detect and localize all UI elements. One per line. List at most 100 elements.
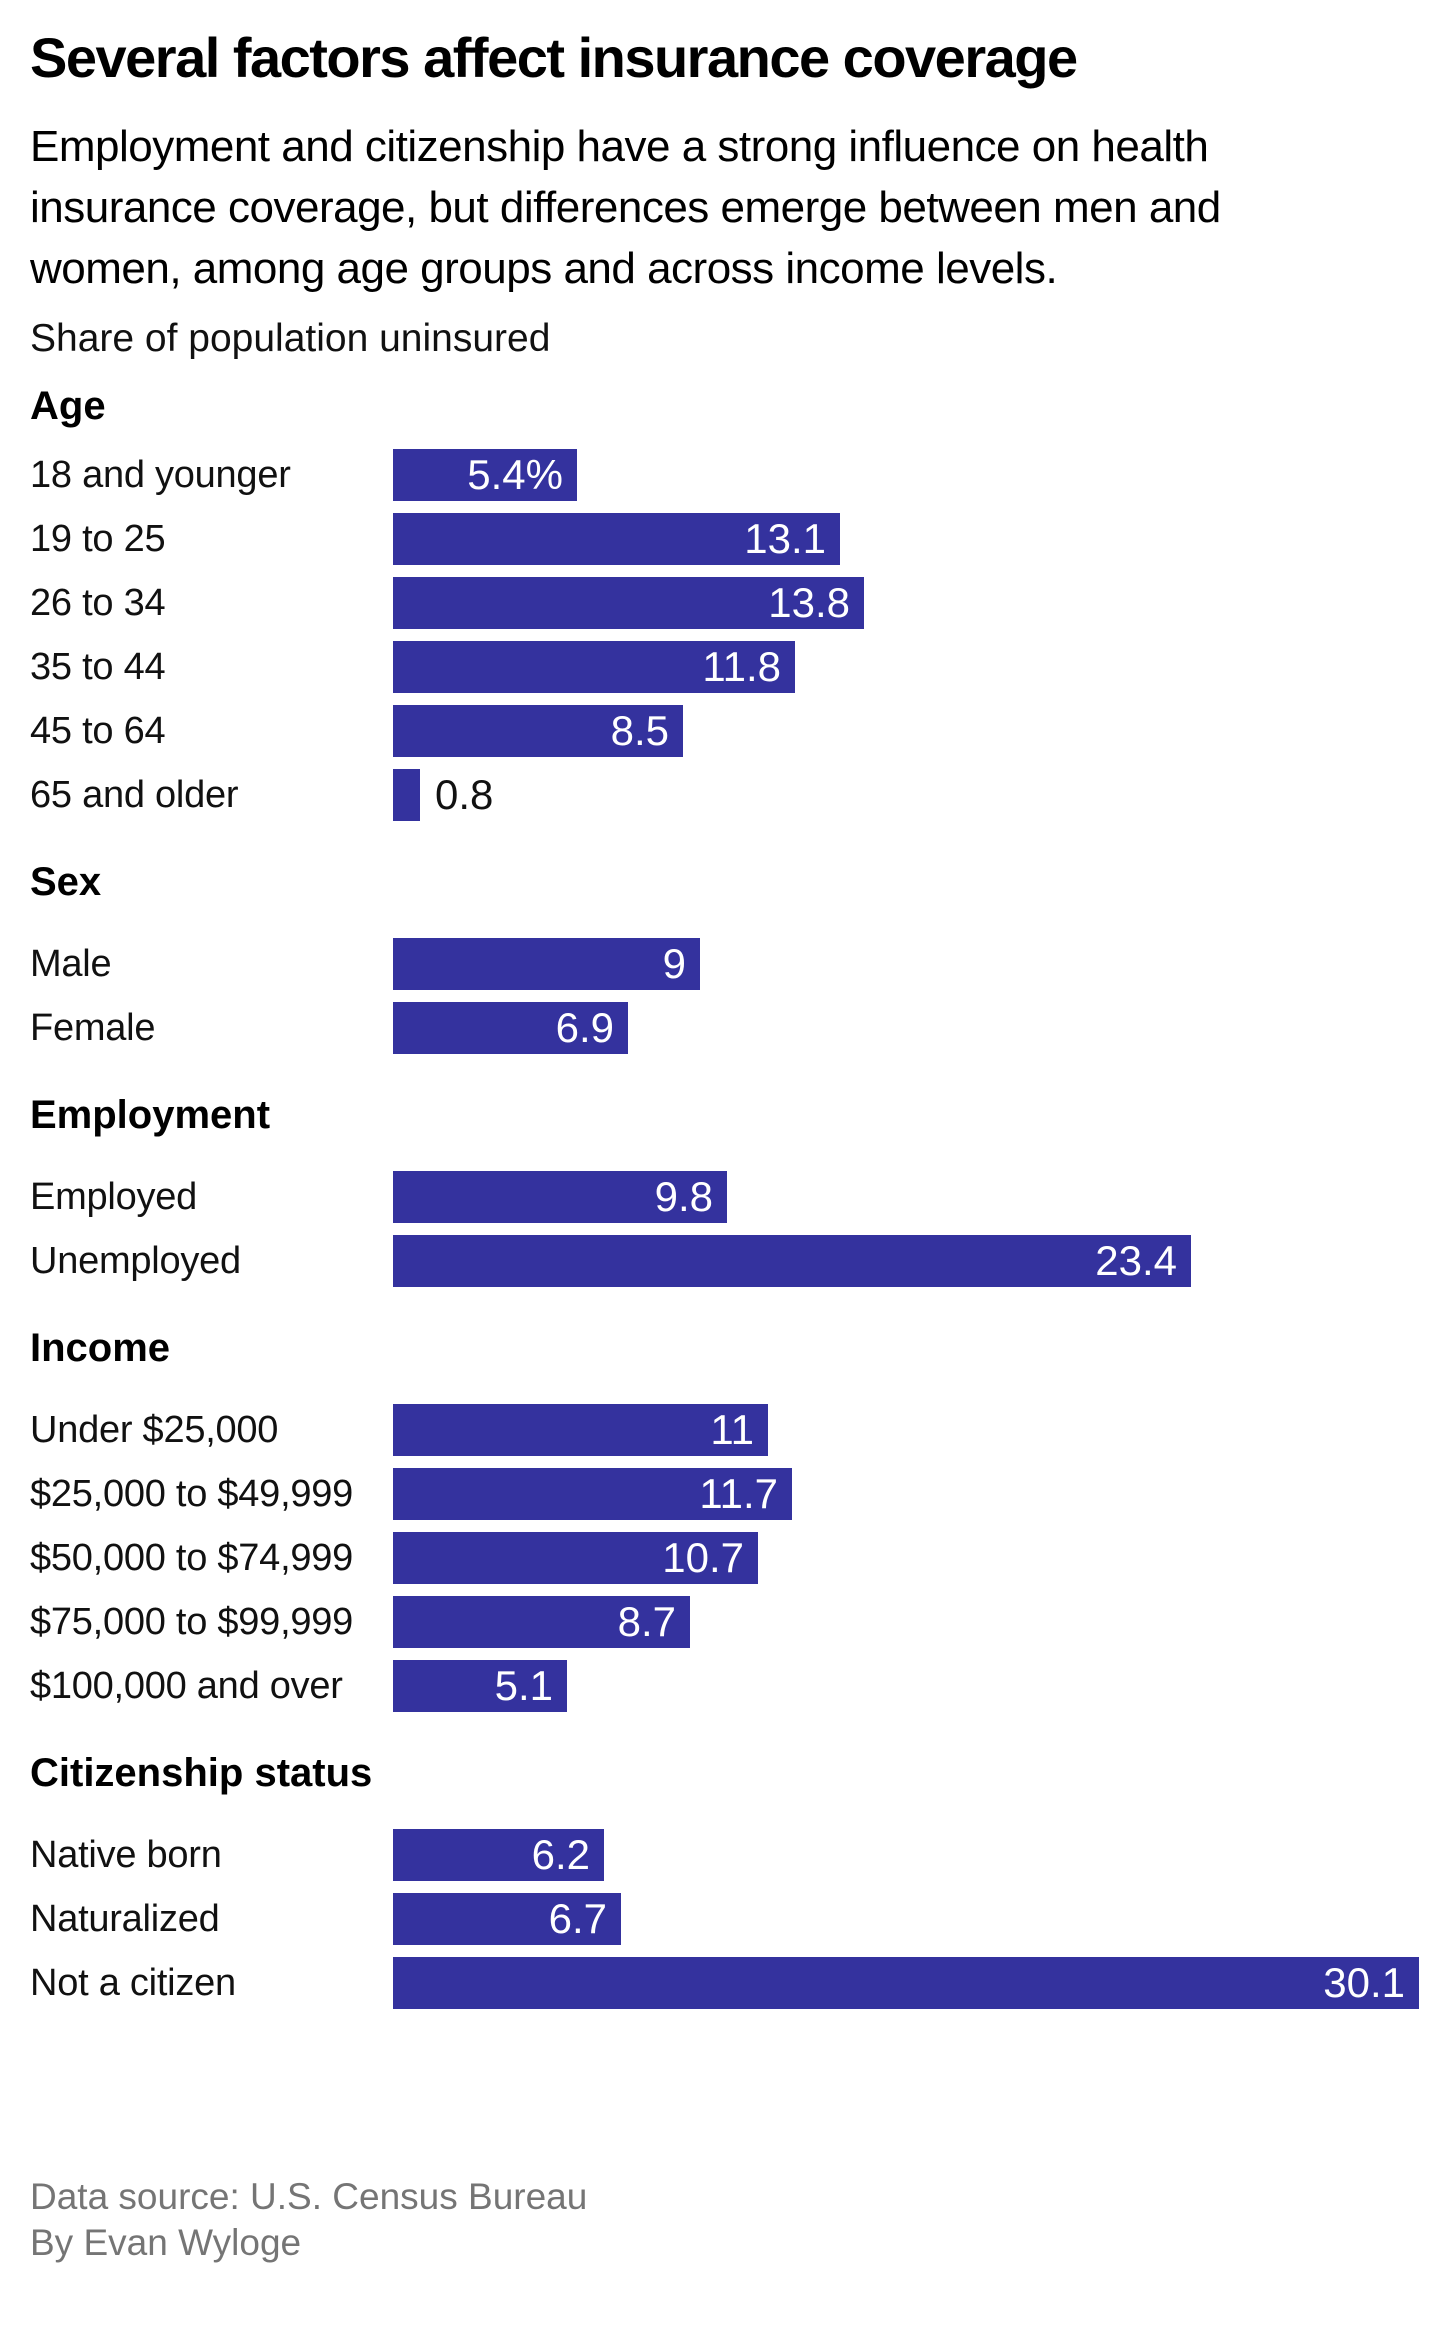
bar-value-label: 6.2	[531, 1831, 590, 1878]
page-title: Several factors affect insurance coverag…	[30, 26, 1078, 89]
row-label: 18 and younger	[30, 454, 291, 496]
row-label: $75,000 to $99,999	[30, 1601, 354, 1643]
bar-value-label-outside: 0.8	[435, 771, 494, 818]
section-header: Employment	[30, 1093, 271, 1137]
bar: 9	[393, 938, 700, 990]
chart-section: Age 18 and younger 5.4% 19 to 25 13.1 26…	[30, 381, 1425, 821]
section-rows: Native born 6.2 Naturalized 6.7 Not a ci…	[30, 1829, 1425, 2009]
bar-value-label: 13.8	[768, 579, 850, 626]
bar-zone: 10.7	[393, 1532, 1425, 1584]
section-rows: Male 9 Female 6.9	[30, 938, 1425, 1054]
bar-zone: 11	[393, 1404, 1425, 1456]
row-label: Naturalized	[30, 1898, 220, 1940]
section-header: Age	[30, 384, 106, 428]
bar: 23.4	[393, 1235, 1191, 1287]
bar: 13.8	[393, 577, 864, 629]
bar-row: 26 to 34 13.8	[30, 577, 1425, 629]
bar-value-label: 5.1	[494, 1662, 553, 1709]
row-label: 35 to 44	[30, 646, 166, 688]
row-label: Native born	[30, 1834, 222, 1876]
row-label: 45 to 64	[30, 710, 166, 752]
bar-zone: 13.1	[393, 513, 1425, 565]
bar-row: Naturalized 6.7	[30, 1893, 1425, 1945]
section-rows: Under $25,000 11 $25,000 to $49,999 11.7…	[30, 1404, 1425, 1712]
row-label: $100,000 and over	[30, 1665, 343, 1707]
section-header: Sex	[30, 860, 102, 904]
bar-chart: Age 18 and younger 5.4% 19 to 25 13.1 26…	[30, 381, 1425, 2009]
bar-value-label: 9.8	[654, 1173, 713, 1220]
bar: 11	[393, 1404, 768, 1456]
row-label: 19 to 25	[30, 518, 166, 560]
bar-row: $75,000 to $99,999 8.7	[30, 1596, 1425, 1648]
bar-row: Unemployed 23.4	[30, 1235, 1425, 1287]
bar-value-label: 6.9	[555, 1004, 614, 1051]
bar-value-label: 11	[710, 1406, 754, 1453]
bar-row: Female 6.9	[30, 1002, 1425, 1054]
footer: Data source: U.S. Census Bureau By Evan …	[30, 2174, 1425, 2266]
bar-zone: 5.4%	[393, 449, 1425, 501]
bar: 5.1	[393, 1660, 567, 1712]
bar-zone: 9	[393, 938, 1425, 990]
bar: 8.5	[393, 705, 683, 757]
axis-note: Share of population uninsured	[30, 317, 551, 360]
row-label: 26 to 34	[30, 582, 166, 624]
bar-value-label: 30.1	[1323, 1959, 1405, 2006]
bar-zone: 11.7	[393, 1468, 1425, 1520]
bar-value-label: 9	[662, 940, 686, 987]
row-label: Under $25,000	[30, 1409, 279, 1451]
section-header: Citizenship status	[30, 1751, 373, 1795]
bar: 11.7	[393, 1468, 792, 1520]
section-rows: 18 and younger 5.4% 19 to 25 13.1 26 to …	[30, 449, 1425, 821]
section-rows: Employed 9.8 Unemployed 23.4	[30, 1171, 1425, 1287]
bar-zone: 13.8	[393, 577, 1425, 629]
bar-value-label: 5.4%	[467, 451, 563, 498]
chart-section: Sex Male 9 Female 6.9	[30, 857, 1425, 1054]
bar-row: 18 and younger 5.4%	[30, 449, 1425, 501]
bar: 5.4%	[393, 449, 577, 501]
bar: 6.2	[393, 1829, 604, 1881]
bar: 6.7	[393, 1893, 621, 1945]
bar-value-label: 11.8	[702, 643, 781, 690]
chart-section: Citizenship status Native born 6.2 Natur…	[30, 1748, 1425, 2009]
row-label: $25,000 to $49,999	[30, 1473, 354, 1515]
bar-value-label: 11.7	[699, 1470, 778, 1517]
bar-zone: 9.8	[393, 1171, 1425, 1223]
row-label: Female	[30, 1007, 156, 1049]
bar-value-label: 8.5	[610, 707, 669, 754]
section-header: Income	[30, 1326, 171, 1370]
row-label: Unemployed	[30, 1240, 241, 1282]
bar-row: $50,000 to $74,999 10.7	[30, 1532, 1425, 1584]
bar: 13.1	[393, 513, 840, 565]
chart-subtitle: Employment and citizenship have a strong…	[30, 122, 1221, 293]
bar-row: Male 9	[30, 938, 1425, 990]
byline: By Evan Wyloge	[30, 2222, 302, 2263]
bar-value-label: 10.7	[662, 1534, 744, 1581]
bar-zone: 8.5	[393, 705, 1425, 757]
bar-row: $100,000 and over 5.1	[30, 1660, 1425, 1712]
bar: 9.8	[393, 1171, 727, 1223]
bar-row: 35 to 44 11.8	[30, 641, 1425, 693]
bar-zone: 8.7	[393, 1596, 1425, 1648]
bar: 6.9	[393, 1002, 628, 1054]
row-label: Male	[30, 943, 112, 985]
bar: 8.7	[393, 1596, 690, 1648]
bar-zone: 11.8	[393, 641, 1425, 693]
bar-row: Employed 9.8	[30, 1171, 1425, 1223]
bar-zone: 30.1	[393, 1957, 1425, 2009]
bar-row: 45 to 64 8.5	[30, 705, 1425, 757]
bar-zone: 6.9	[393, 1002, 1425, 1054]
bar-zone: 6.2	[393, 1829, 1425, 1881]
bar-value-label: 13.1	[744, 515, 826, 562]
bar-row: Under $25,000 11	[30, 1404, 1425, 1456]
bar-row: Native born 6.2	[30, 1829, 1425, 1881]
bar	[393, 769, 420, 821]
chart-section: Employment Employed 9.8 Unemployed 23.4	[30, 1090, 1425, 1287]
bar-row: 19 to 25 13.1	[30, 513, 1425, 565]
source-line: Data source: U.S. Census Bureau	[30, 2176, 588, 2217]
bar: 11.8	[393, 641, 795, 693]
bar-row: $25,000 to $49,999 11.7	[30, 1468, 1425, 1520]
bar-zone: 0.8	[393, 769, 1425, 821]
chart-section: Income Under $25,000 11 $25,000 to $49,9…	[30, 1323, 1425, 1712]
bar: 10.7	[393, 1532, 758, 1584]
